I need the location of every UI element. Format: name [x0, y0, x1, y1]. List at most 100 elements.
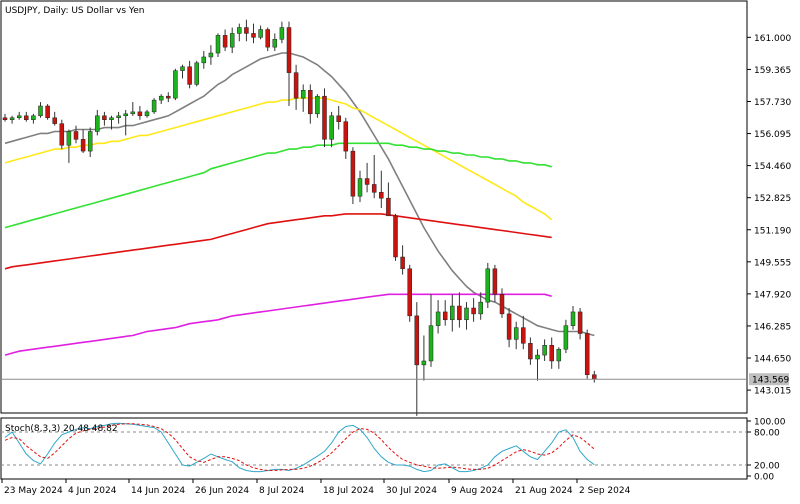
candle-body-down [59, 123, 65, 146]
candle-body-up [151, 99, 157, 113]
candle-body-down [584, 333, 590, 375]
candle [322, 88, 327, 148]
candle [173, 68, 178, 101]
candle-body-down [343, 121, 349, 152]
price-tick-label: 151.190 [754, 226, 791, 236]
candle-body-down [414, 315, 420, 366]
candle [59, 119, 65, 150]
candle-body-up [16, 115, 22, 119]
candle [542, 339, 547, 361]
candle-body-up [478, 301, 483, 315]
candle-body-down [222, 35, 228, 48]
candle-body-up [201, 56, 207, 64]
candle-body-up [158, 95, 164, 101]
candle [386, 182, 391, 217]
candle [308, 84, 313, 124]
current-price-layer: 143.569 [1, 373, 789, 386]
candle-body-up [38, 105, 43, 117]
candle-body-up [450, 305, 455, 321]
candle-body-up [109, 117, 114, 120]
candle-body-up [87, 131, 93, 152]
chart-title: USDJPY, Daily: US Dollar vs Yen [5, 6, 144, 16]
candle [87, 127, 93, 157]
candle [442, 300, 448, 326]
candle-body-down [457, 305, 462, 321]
stoch-signal-line [4, 423, 595, 471]
candle-body-down [286, 27, 292, 73]
stoch-tick-label: 0.00 [754, 473, 774, 483]
candle [237, 23, 242, 42]
candle [570, 306, 576, 330]
candle-body-down [379, 192, 384, 199]
candle-body-up [144, 111, 150, 117]
candle-body-up [329, 115, 334, 140]
candle-body-up [513, 327, 519, 340]
price-tick-label: 144.650 [754, 355, 791, 365]
candle-body-up [173, 70, 178, 99]
candle-body-up [279, 27, 285, 40]
price-axis: 161.000 159.365 157.730 156.095 154.460 152.8… [747, 34, 791, 397]
candle-body-down [265, 29, 270, 48]
price-tick-label: 147.920 [754, 290, 791, 300]
time-tick-label: 4 Jun 2024 [68, 486, 117, 496]
candle-body-up [464, 307, 469, 321]
stoch-main-line [4, 422, 595, 473]
candle [350, 147, 356, 205]
candle [24, 111, 29, 122]
stoch-tick-label: 20.00 [754, 462, 780, 472]
candle [158, 94, 164, 105]
time-tick-label: 9 Aug 2024 [451, 486, 503, 496]
candle [393, 213, 398, 261]
candle-body-down [371, 184, 377, 193]
candle-body-down [137, 111, 143, 117]
candle-body-down [442, 311, 448, 321]
candle [229, 27, 235, 54]
candle [300, 84, 306, 112]
time-tick-label: 23 May 2024 [4, 486, 63, 496]
candle [407, 264, 412, 322]
candle-body-down [166, 95, 171, 99]
candle-body-down [45, 105, 50, 119]
candle [357, 170, 363, 203]
candle-body-down [102, 115, 107, 120]
candle [16, 111, 22, 120]
candle-body-up [130, 111, 136, 115]
candle-body-up [435, 311, 441, 326]
candle [577, 308, 583, 340]
candle [222, 29, 228, 52]
candle [513, 321, 519, 350]
candle [592, 370, 597, 383]
candle [137, 105, 143, 120]
candle-body-up [66, 131, 72, 146]
candle [251, 23, 256, 44]
candle [95, 109, 100, 136]
candle [521, 315, 526, 350]
candle-body-up [485, 268, 491, 303]
candle [102, 111, 107, 126]
candle-body-up [180, 66, 185, 71]
candle [329, 111, 334, 148]
candle [478, 292, 483, 320]
candle-body-down [499, 294, 505, 315]
candle [499, 288, 505, 318]
price-tick-label: 152.825 [754, 194, 791, 204]
price-tick-label: 157.730 [754, 98, 791, 108]
candle-body-down [407, 268, 412, 317]
candle-body-down [400, 256, 405, 270]
moving-average-line-5 [4, 293, 552, 356]
main-pane-frame [0, 0, 748, 480]
price-tick-label: 159.365 [754, 66, 791, 76]
candle-body-up [563, 325, 569, 350]
candle-body-up [208, 52, 214, 58]
candle [123, 109, 128, 136]
candle [471, 298, 476, 322]
candle [2, 113, 8, 122]
candle [379, 170, 384, 208]
current-price-badge [749, 373, 789, 386]
time-tick-label: 26 Jun 2024 [195, 486, 249, 496]
candle [208, 45, 214, 65]
candle-body-up [229, 33, 235, 48]
